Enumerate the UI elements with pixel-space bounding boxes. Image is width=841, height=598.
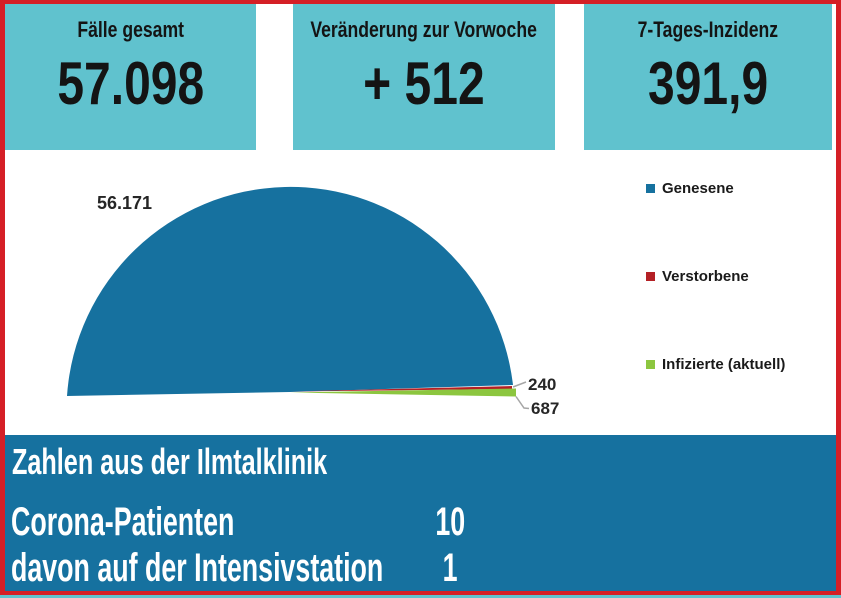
stat-card-value-text: + 512	[363, 50, 485, 117]
hospital-row-value: 10	[408, 499, 492, 545]
slice-label-infizierte: 687	[531, 399, 560, 418]
stat-card-title: Veränderung zur Vorwoche	[282, 17, 565, 43]
stat-card-faelle-gesamt: Fälle gesamt 57.098	[5, 4, 256, 150]
stat-card-value-text: 391,9	[647, 50, 769, 117]
stat-card-value-text: 57.098	[57, 50, 204, 117]
legend-label-genesene: Genesene	[662, 179, 734, 197]
chart-legend: Genesene Verstorbene Infizierte (aktuell…	[646, 178, 785, 442]
leader-line-infizierte	[515, 396, 530, 410]
hospital-row-label: davon auf der Intensivstation	[11, 546, 384, 590]
legend-label-verstorbene: Verstorbene	[662, 267, 749, 285]
stat-card-value: + 512	[348, 52, 500, 116]
slice-label-verstorbene: 240	[528, 375, 557, 394]
stat-card-value: 57.098	[39, 52, 223, 116]
legend-swatch-genesene	[646, 183, 655, 193]
pie-slice-genesene	[67, 186, 513, 396]
legend-label-infizierte: Infizierte (aktuell)	[662, 355, 786, 373]
hospital-row-corona-patienten: Corona-Patienten 10	[11, 499, 841, 545]
stat-card-title: 7-Tages-Inzidenz	[620, 17, 796, 43]
stat-card-title-text: Fälle gesamt	[77, 17, 184, 42]
legend-item-genesene: Genesene	[646, 178, 785, 198]
hospital-row-intensivstation: davon auf der Intensivstation 1	[11, 545, 841, 591]
half-pie-chart	[67, 186, 530, 410]
stat-card-title-text: 7-Tages-Inzidenz	[637, 17, 779, 42]
pie-slice-infizierte	[290, 388, 516, 397]
legend-item-verstorbene: Verstorbene	[646, 266, 785, 286]
stat-card-7-tages-inzidenz: 7-Tages-Inzidenz 391,9	[584, 4, 832, 150]
hospital-panel-title-text: Zahlen aus der Ilmtalklinik	[12, 441, 328, 482]
hospital-row-label: Corona-Patienten	[11, 500, 235, 544]
hospital-row-value: 1	[408, 545, 492, 591]
legend-item-infizierte: Infizierte (aktuell)	[646, 354, 785, 374]
leader-line-verstorbene	[512, 381, 527, 388]
pie-slice-verstorbene	[290, 386, 512, 392]
legend-swatch-verstorbene	[646, 271, 655, 281]
stat-card-title-text: Veränderung zur Vorwoche	[310, 17, 538, 42]
hospital-row-value-text: 10	[435, 500, 465, 544]
bottom-teal-strip	[0, 595, 841, 598]
stat-card-title: Fälle gesamt	[64, 17, 197, 43]
stat-card-value: 391,9	[633, 52, 783, 116]
hospital-panel-title: Zahlen aus der Ilmtalklinik	[12, 442, 462, 482]
slice-label-genesene: 56.171	[96, 193, 152, 213]
stat-card-veraenderung-vorwoche: Veränderung zur Vorwoche + 512	[293, 4, 555, 150]
hospital-row-value-text: 1	[442, 546, 458, 590]
hospital-panel: Zahlen aus der Ilmtalklinik Corona-Patie…	[0, 435, 841, 591]
legend-swatch-infizierte	[646, 359, 655, 369]
